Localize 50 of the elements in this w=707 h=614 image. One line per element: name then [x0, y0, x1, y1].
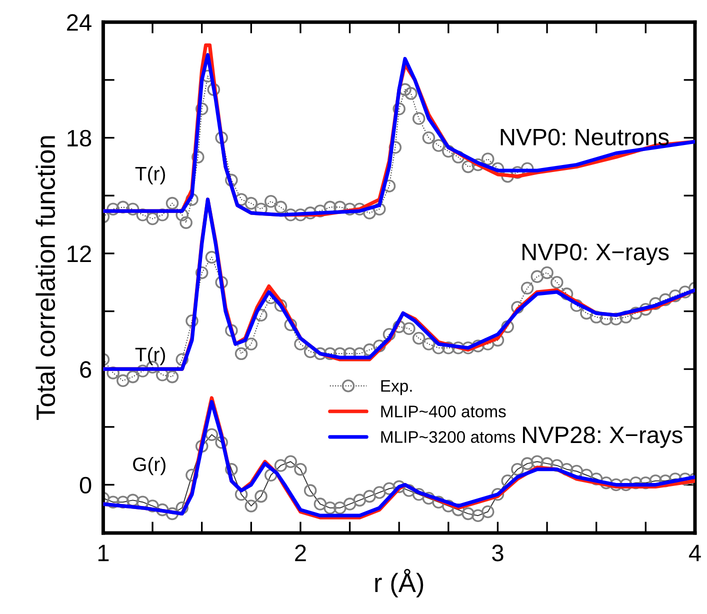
point	[156, 208, 169, 222]
point	[274, 200, 288, 214]
point	[215, 131, 228, 144]
point	[432, 139, 445, 152]
y-axis-title: Total correlation function	[36, 136, 56, 420]
y-tick-label: 24	[67, 14, 92, 31]
legend-label: Exp.	[381, 380, 412, 396]
x-axis-title: r (Å)	[375, 568, 424, 598]
y-tick-label: 12	[68, 246, 91, 262]
point	[192, 150, 204, 164]
point	[304, 206, 317, 220]
point	[343, 202, 356, 216]
point	[126, 202, 140, 216]
point	[176, 208, 189, 222]
x-tick-label: 1	[98, 544, 109, 562]
y-tick-label: 18	[68, 130, 92, 147]
annotation: G(r)	[133, 456, 166, 476]
point	[136, 208, 150, 222]
annotation: T(r)	[135, 166, 166, 184]
point	[207, 83, 220, 96]
point	[146, 212, 159, 226]
point	[404, 87, 418, 100]
point	[372, 202, 386, 216]
point	[422, 131, 436, 144]
point	[462, 160, 475, 174]
point	[166, 196, 179, 210]
x-tick-label: 3	[492, 544, 504, 562]
point	[412, 112, 426, 125]
y-tick-label: 6	[80, 361, 92, 378]
annotation: NVP0: Neutrons	[500, 128, 669, 146]
point	[116, 200, 130, 214]
legend-label: MLIP~400 atoms	[381, 406, 506, 418]
point	[392, 102, 406, 116]
point	[442, 144, 455, 158]
annotation: NVP0: X−rays	[522, 244, 669, 266]
point	[244, 196, 258, 210]
point	[452, 150, 465, 164]
point	[225, 174, 238, 187]
point	[180, 216, 192, 229]
annotation: NVP28: X−rays	[523, 426, 682, 448]
annotation: T(r)	[135, 347, 166, 366]
y-tick-label: 0	[80, 476, 92, 494]
point	[264, 194, 278, 208]
x-tick-label: 2	[295, 544, 306, 562]
point	[481, 152, 494, 166]
x-tick-label: 4	[688, 544, 701, 562]
point	[195, 102, 208, 116]
point	[106, 202, 120, 216]
legend-label: MLIP~3200 atoms	[381, 431, 516, 443]
point	[284, 208, 298, 222]
